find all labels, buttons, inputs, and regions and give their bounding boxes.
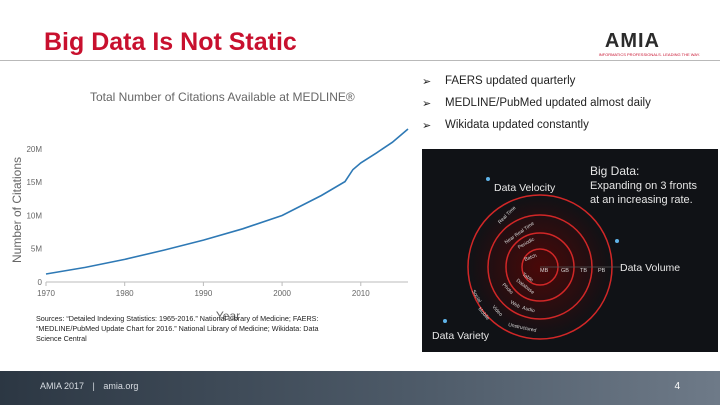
- y-tick-label: 5M: [31, 245, 42, 254]
- bullet-list: ➢ FAERS updated quarterly ➢ MEDLINE/PubMed…: [420, 75, 710, 141]
- logo-word: AMIA: [604, 30, 660, 52]
- bullet-text: Wikidata updated constantly: [445, 119, 589, 131]
- variety-dot: [443, 319, 447, 323]
- citations-series-line: [45, 128, 409, 275]
- velocity-item: Batch: [524, 253, 538, 263]
- chart-ylabel: Number of Citations: [10, 157, 24, 263]
- bullet-item: ➢ MEDLINE/PubMed updated almost daily: [420, 97, 710, 119]
- arrowhead-bullet-icon: ➢: [422, 120, 432, 132]
- citations-chart: Total Number of Citations Available at M…: [10, 90, 409, 323]
- variety-item: Table: [521, 272, 534, 284]
- x-tick-label: 2010: [352, 289, 370, 298]
- arrowhead-bullet-icon: ➢: [422, 98, 432, 110]
- bd-heading-2: Expanding on 3 fronts: [590, 180, 698, 192]
- y-tick-label: 15M: [26, 178, 42, 187]
- slide-title: Big Data Is Not Static: [44, 28, 297, 56]
- chart-title: Total Number of Citations Available at M…: [90, 90, 355, 104]
- footer-event: AMIA 2017: [40, 381, 85, 391]
- variety-item: Unstructured: [508, 322, 537, 334]
- volume-dot: [615, 239, 619, 243]
- bullet-item: ➢ Wikidata updated constantly: [420, 119, 710, 141]
- big-data-image: Big Data: Expanding on 3 fronts at an in…: [422, 149, 718, 352]
- y-tick-label: 10M: [26, 211, 42, 220]
- velocity-dot: [486, 177, 490, 181]
- footer-site-link[interactable]: amia.org: [103, 381, 139, 391]
- velocity-label: Data Velocity: [494, 182, 556, 194]
- volume-label: Data Volume: [620, 262, 680, 274]
- bullet-text: FAERS updated quarterly: [445, 75, 576, 87]
- unit-mb: MB: [540, 268, 549, 274]
- x-tick-label: 1970: [37, 289, 55, 298]
- footer-separator: |: [92, 381, 95, 391]
- y-tick-label: 20M: [26, 145, 42, 154]
- chart-xlabel: Year: [216, 309, 240, 323]
- variety-item: Web: [509, 300, 521, 310]
- chart-y-ticks: 0 5M 10M 15M 20M: [26, 145, 42, 287]
- bullet-text: MEDLINE/PubMed updated almost daily: [445, 97, 651, 109]
- y-tick-label: 0: [38, 278, 43, 287]
- unit-tb: TB: [580, 268, 587, 274]
- footer-left: AMIA 2017 | amia.org: [40, 381, 138, 391]
- sources-note: Sources: “Detailed Indexing Statistics: …: [36, 314, 319, 343]
- arrowhead-bullet-icon: ➢: [422, 76, 432, 88]
- bd-heading-3: at an increasing rate.: [590, 194, 693, 206]
- chart-x-ticks: 1970 1980 1990 2000 2010: [37, 282, 370, 298]
- footer-bar: AMIA 2017 | amia.org 4: [0, 371, 720, 405]
- title-divider: [0, 60, 720, 61]
- amia-logo: AMIA INFORMATICS PROFESSIONALS. LEADING …: [582, 30, 700, 60]
- unit-gb: GB: [561, 268, 569, 274]
- page-number: 4: [674, 381, 680, 392]
- variety-label: Data Variety: [432, 330, 490, 342]
- x-tick-label: 2000: [273, 289, 291, 298]
- bd-heading-1: Big Data:: [590, 164, 639, 178]
- x-tick-label: 1980: [116, 289, 134, 298]
- variety-item: Audio: [521, 305, 535, 314]
- logo-tagline: INFORMATICS PROFESSIONALS. LEADING THE W…: [598, 52, 700, 57]
- bullet-item: ➢ FAERS updated quarterly: [420, 75, 710, 97]
- unit-pb: PB: [598, 268, 606, 274]
- x-tick-label: 1990: [194, 289, 212, 298]
